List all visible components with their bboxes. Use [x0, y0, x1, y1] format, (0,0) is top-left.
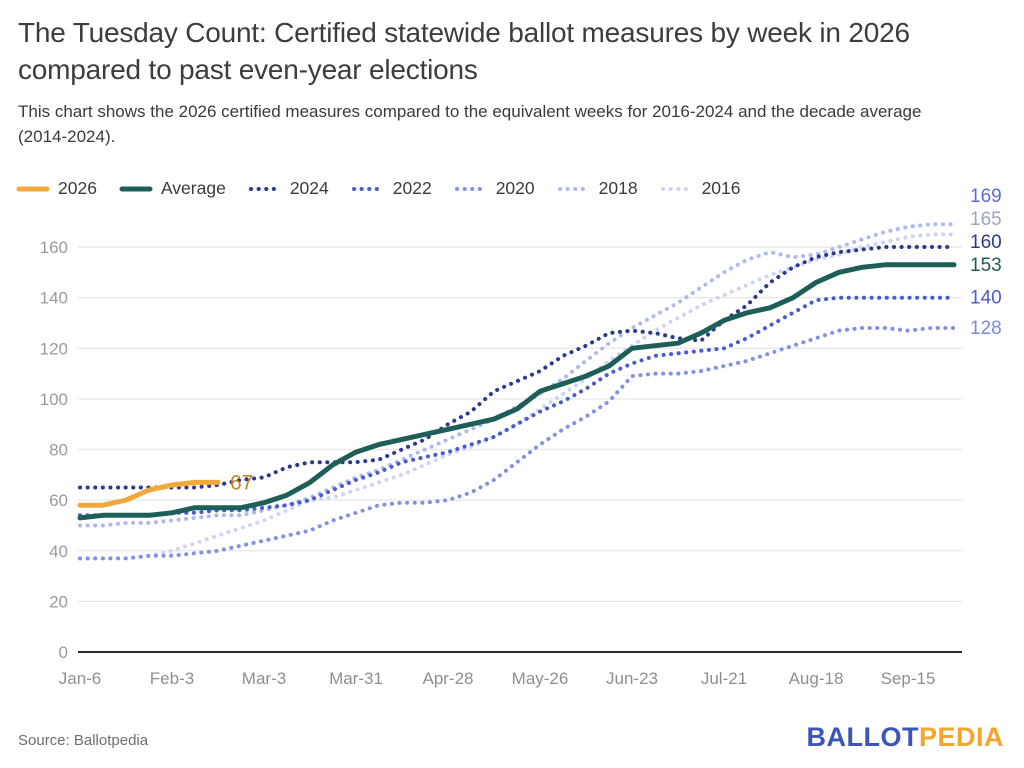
legend-label-average: Average — [160, 178, 226, 198]
y-axis-labels: 0 20 40 60 80 100 120 140 160 — [40, 238, 68, 662]
x-tick-label: Jun-23 — [606, 669, 658, 688]
y-tick-label: 160 — [40, 238, 68, 257]
legend-swatch-2020 — [454, 186, 487, 191]
gridlines — [78, 246, 962, 653]
legend-swatch-average — [119, 186, 153, 191]
x-tick-label: Sep-15 — [881, 669, 936, 688]
annotation-67: 67 — [230, 471, 253, 494]
ballotpedia-logo: BALLOTPEDIA — [806, 722, 1004, 753]
end-label-2016: 165 — [970, 209, 1002, 230]
chart-title: The Tuesday Count: Certified statewide b… — [18, 17, 910, 86]
legend-swatch-2026 — [16, 186, 50, 191]
chart-subtitle: This chart shows the 2026 certified meas… — [18, 102, 922, 146]
logo-pedia: PEDIA — [918, 722, 1004, 752]
legend-swatch-2022 — [351, 186, 384, 191]
series-2022-line — [78, 295, 956, 518]
legend-item-2018: 2018 — [557, 178, 638, 199]
legend-item-2016: 2016 — [660, 178, 741, 199]
legend-item-2020: 2020 — [454, 178, 535, 199]
x-axis-labels: Jan-6 Feb-3 Mar-3 Mar-31 Apr-28 May-26 Jun-23 J… — [59, 669, 936, 688]
series-2018-line — [78, 222, 956, 528]
end-label-average: 153 — [970, 255, 1002, 276]
y-tick-label: 0 — [59, 643, 68, 662]
legend-label-2022: 2022 — [392, 178, 432, 198]
y-tick-label: 140 — [40, 289, 68, 308]
source-text: Source: Ballotpedia — [18, 732, 149, 749]
legend-swatch-2018 — [557, 186, 590, 191]
y-tick-label: 60 — [49, 491, 68, 510]
x-tick-label: Aug-18 — [789, 669, 844, 688]
legend-swatch-2024 — [248, 186, 281, 191]
legend-swatch-2016 — [660, 186, 693, 191]
series-2016-line — [78, 232, 956, 561]
legend-item-average: Average — [119, 178, 226, 199]
legend-label-2024: 2024 — [289, 178, 329, 198]
y-tick-label: 80 — [49, 441, 68, 460]
x-tick-label: Jan-6 — [59, 669, 102, 688]
x-tick-label: Feb-3 — [150, 669, 194, 688]
y-tick-label: 40 — [49, 542, 68, 561]
legend-label-2020: 2020 — [495, 178, 535, 198]
x-tick-label: Mar-31 — [329, 669, 383, 688]
logo-ballot: BALLOT — [806, 722, 919, 752]
x-tick-label: May-26 — [512, 669, 569, 688]
y-tick-label: 120 — [40, 339, 68, 358]
legend-label-2016: 2016 — [701, 178, 741, 198]
series-2026-line — [77, 479, 221, 508]
legend-label-2018: 2018 — [598, 178, 638, 198]
legend-item-2026: 2026 — [16, 178, 97, 199]
x-tick-label: Apr-28 — [422, 669, 473, 688]
end-label-2024: 160 — [970, 232, 1002, 253]
legend-label-2026: 2026 — [58, 178, 97, 198]
end-label-2018: 169 — [970, 186, 1002, 207]
x-tick-label: Jul-21 — [701, 669, 747, 688]
series-average-line — [77, 262, 957, 521]
legend-item-2022: 2022 — [351, 178, 432, 199]
end-label-2020: 128 — [970, 318, 1002, 339]
series-2020-line — [78, 326, 956, 561]
x-tick-label: Mar-3 — [242, 669, 286, 688]
end-label-2022: 140 — [970, 288, 1002, 309]
chart-legend: 2026 Average 2024 2022 2020 2018 2016 — [16, 178, 741, 199]
y-tick-label: 100 — [40, 390, 68, 409]
y-tick-label: 20 — [49, 592, 68, 611]
legend-item-2024: 2024 — [248, 178, 329, 199]
series-2024-line — [78, 245, 956, 490]
